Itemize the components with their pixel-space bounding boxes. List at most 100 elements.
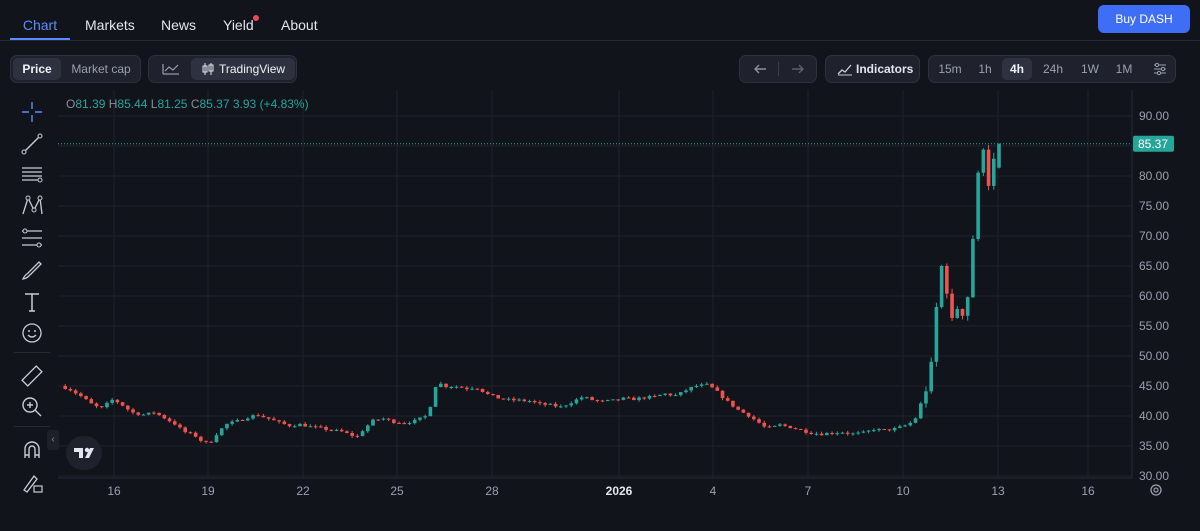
magnet-icon[interactable] [20, 438, 44, 462]
tab-about[interactable]: About [281, 17, 318, 33]
tab-yield[interactable]: Yield [223, 17, 254, 33]
candle-body [209, 441, 214, 443]
candle-body [157, 412, 161, 416]
candle-body [339, 429, 344, 432]
candle-body [903, 425, 907, 427]
brush-icon[interactable] [20, 258, 44, 282]
candle-body [757, 419, 761, 423]
tab-markets[interactable]: Markets [85, 17, 135, 33]
candle-body [298, 423, 302, 427]
candle-body [788, 425, 793, 429]
timeframe-24h[interactable]: 24h [1042, 62, 1064, 76]
line-chart-button[interactable] [155, 58, 187, 80]
text-icon[interactable] [20, 290, 44, 314]
candle-body [459, 386, 464, 388]
candle-body [381, 418, 386, 420]
marketcap-toggle[interactable]: Market cap [71, 62, 131, 76]
candle-body [491, 393, 495, 396]
candle-body [929, 361, 933, 392]
candle-body [830, 433, 834, 435]
tradingview-label: TradingView [219, 62, 286, 76]
fib-icon[interactable] [20, 226, 44, 250]
tab-chart[interactable]: Chart [10, 0, 70, 40]
candle-body [178, 424, 182, 428]
navigation-arrows [739, 55, 817, 83]
timeframe-selector: 15m 1h 4h 24h 1W 1M [928, 55, 1176, 83]
tab-news[interactable]: News [161, 17, 197, 33]
candle-body [600, 400, 605, 402]
scroll-back-button[interactable] [746, 58, 776, 80]
buy-dash-button[interactable]: Buy DASH [1098, 5, 1190, 33]
candle-body [986, 149, 991, 186]
pattern-icon[interactable] [20, 194, 44, 218]
candle-body [433, 387, 438, 407]
candles [63, 143, 1001, 444]
candle-body [105, 402, 109, 408]
candle-body [214, 435, 219, 443]
timeframe-1h[interactable]: 1h [978, 62, 992, 76]
candle-body [678, 392, 683, 396]
crosshair-icon[interactable] [20, 100, 44, 124]
candle-body [720, 390, 725, 399]
candle-body [872, 430, 876, 432]
candle-body [287, 424, 292, 427]
time-axis: 16 19 22 25 28 2026 4 7 10 13 16 [107, 484, 1095, 498]
candle-body [454, 386, 459, 388]
candle-body [778, 424, 782, 426]
trend-line-icon[interactable] [20, 132, 44, 156]
indicators-label: Indicators [856, 62, 914, 76]
tradingview-toggle[interactable]: TradingView [191, 58, 295, 80]
candle-body [527, 401, 532, 403]
candle-body [506, 398, 511, 400]
line-chart-icon [162, 64, 179, 75]
close-label: C [190, 97, 200, 111]
chart-settings-button[interactable] [1148, 58, 1172, 80]
timeframe-1m[interactable]: 1M [1115, 62, 1133, 76]
candle-body [115, 399, 120, 403]
candle-body [626, 397, 631, 399]
candle-body [199, 436, 203, 441]
open-value: 81.39 [75, 97, 106, 111]
timeframe-15m[interactable]: 15m [938, 62, 962, 76]
emoji-icon[interactable] [20, 321, 44, 345]
timeframe-4h[interactable]: 4h [1002, 58, 1032, 80]
tradingview-logo-icon [74, 447, 94, 458]
timeframe-1w[interactable]: 1W [1081, 62, 1099, 76]
candle-body [444, 383, 448, 388]
candle-body [783, 424, 787, 426]
lock-drawing-icon[interactable] [20, 470, 44, 494]
high-value: 85.44 [117, 97, 148, 111]
ruler-icon[interactable] [20, 364, 44, 388]
indicators-button[interactable]: Indicators [825, 55, 920, 83]
candle-body [308, 426, 313, 428]
candle-body [924, 391, 928, 404]
candle-body [595, 399, 600, 401]
candle-body [851, 433, 855, 435]
candle-body [934, 307, 939, 362]
y-tick-label: 50.00 [1139, 349, 1169, 363]
collapse-toolbar-button[interactable]: ‹ [47, 430, 59, 450]
scroll-forward-button[interactable] [782, 58, 812, 80]
close-value: 85.37 [199, 97, 230, 111]
y-tick-label: 60.00 [1139, 289, 1169, 303]
candle-body [981, 149, 986, 173]
candle-body [63, 386, 68, 390]
candle-body [590, 397, 594, 400]
candle-body [329, 429, 334, 431]
candle-body [856, 432, 860, 434]
candle-body [668, 393, 673, 396]
candle-body [647, 395, 652, 399]
candle-body [261, 415, 266, 418]
candle-body [225, 423, 229, 429]
zoom-in-icon[interactable] [20, 395, 44, 419]
candle-body [402, 423, 407, 425]
candle-body [991, 158, 996, 186]
price-toggle[interactable]: Price [13, 58, 61, 80]
candle-body [543, 403, 547, 405]
candle-body [845, 432, 850, 434]
horizontal-lines-icon[interactable] [20, 162, 44, 186]
low-value: 81.25 [157, 97, 188, 111]
candle-body [282, 421, 287, 425]
axis-settings-icon[interactable] [1150, 484, 1162, 496]
